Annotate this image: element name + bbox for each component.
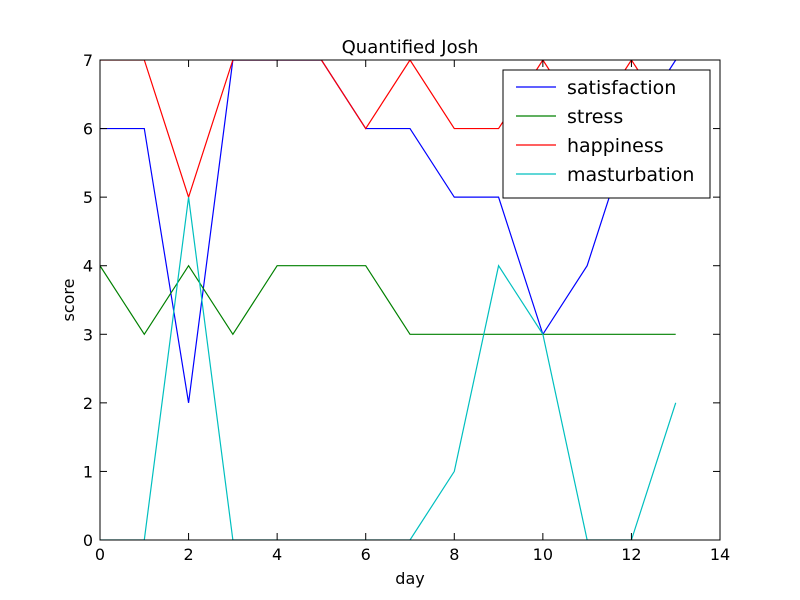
legend-label-satisfaction: satisfaction bbox=[567, 77, 676, 99]
x-tick-label: 10 bbox=[533, 545, 553, 564]
chart-title: Quantified Josh bbox=[342, 37, 479, 58]
legend-label-masturbation: masturbation bbox=[567, 164, 694, 186]
legend-box bbox=[502, 69, 711, 199]
y-tick-label: 3 bbox=[83, 325, 93, 344]
series-lines bbox=[100, 60, 677, 540]
y-tick-label: 6 bbox=[83, 120, 93, 139]
x-tick-label: 8 bbox=[449, 545, 459, 564]
y-tick-label: 7 bbox=[83, 51, 93, 70]
plot-frame bbox=[99, 59, 721, 541]
x-tick-label: 12 bbox=[621, 545, 641, 564]
legend: satisfaction stress happiness masturbation bbox=[502, 69, 711, 199]
x-tick-label: 6 bbox=[361, 545, 371, 564]
series-line-satisfaction bbox=[100, 60, 677, 403]
y-tick-label: 2 bbox=[83, 394, 93, 413]
x-tick-label: 14 bbox=[710, 545, 730, 564]
x-tick-label: 2 bbox=[183, 545, 193, 564]
y-tick-label: 5 bbox=[83, 188, 93, 207]
legend-label-stress: stress bbox=[567, 106, 623, 128]
y-tick-label: 4 bbox=[83, 257, 93, 276]
x-tick-label: 4 bbox=[272, 545, 282, 564]
x-axis-label: day bbox=[395, 569, 424, 588]
legend-label-happiness: happiness bbox=[567, 135, 664, 157]
y-tick-label: 1 bbox=[83, 462, 93, 481]
series-line-masturbation bbox=[100, 197, 677, 540]
y-tick-label: 0 bbox=[83, 531, 93, 550]
x-tick-label: 0 bbox=[95, 545, 105, 564]
y-axis-label: score bbox=[59, 279, 78, 322]
plot-area: 0 2 4 6 8 10 12 1401234567satisfactionstresshap… bbox=[83, 51, 730, 564]
series-line-stress bbox=[100, 264, 676, 336]
